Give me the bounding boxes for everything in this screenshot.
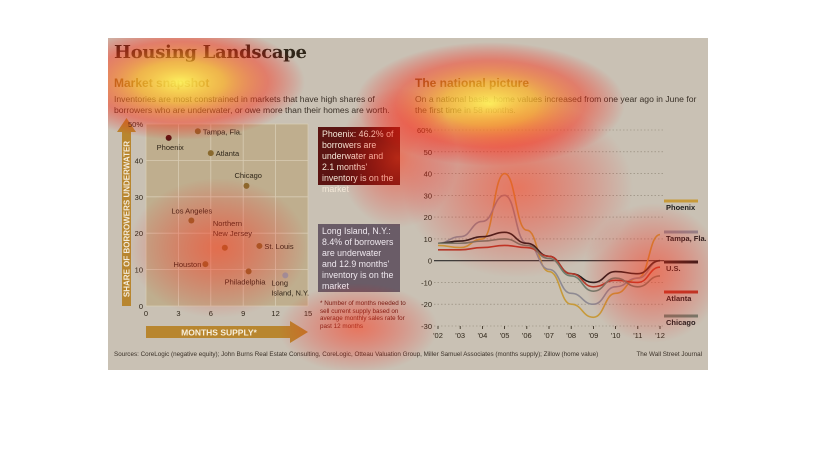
scatter-y-tick-label: 0 [139,302,143,311]
scatter-y-tick-label: 50% [128,120,143,129]
market-snapshot-subtitle: Market snapshot [114,76,210,90]
scatter-point-label-st-louis: St. Louis [264,242,293,251]
series-line-chicago [437,238,661,292]
scatter-point-label-atlanta: Atlanta [216,149,240,158]
legend-label-tampa-fla: Tampa, Fla. [666,234,706,243]
long-island-callout: Long Island, N.Y.: 8.4% of borrowers are… [318,224,400,292]
line-y-tick-label: 60% [417,126,432,135]
scatter-point-philadelphia [245,268,252,275]
scatter-point-chicago [243,182,250,189]
scatter-y-tick-label: 30 [135,193,143,202]
line-y-tick-label: 10 [424,235,432,244]
scatter-point-label-phoenix: Phoenix [157,143,184,152]
series-line-atlanta [438,244,661,288]
line-y-tick-label: -30 [421,322,432,331]
months-supply-footnote: * Number of months needed to sell curren… [320,300,406,330]
y-axis-label: SHARE OF BORROWERS UNDERWATER [123,141,132,297]
series-line-tampa-fla [437,194,661,306]
market-snapshot-scatter-chart: SHARE OF BORROWERS UNDERWATER MONTHS SUPP… [117,118,312,343]
national-picture-subtitle: The national picture [415,76,530,90]
line-x-tick-label: '04 [478,331,488,340]
scatter-point-los-angeles [188,217,195,224]
scatter-x-tick-label: 3 [176,309,180,318]
national-picture-line-chart: -30 -20 -10 0 10 20 30 40 50 60% '02 '03 '04 '05 '06 '0… [417,126,706,340]
line-x-tick-label: '06 [522,331,532,340]
line-y-tick-label: 40 [424,170,432,179]
line-x-tick-label: '07 [544,331,554,340]
line-x-tick-label: '10 [611,331,621,340]
series-line-u-s [437,231,661,284]
scatter-point-label-los-angeles: Los Angeles [171,206,212,215]
legend-label-chicago: Chicago [666,318,696,327]
legend-label-phoenix: Phoenix [666,203,696,212]
line-x-tick-label: '11 [633,331,642,340]
scatter-x-tick-label: 9 [241,309,245,318]
scatter-point-label-chicago: Chicago [234,171,262,180]
scatter-point-phoenix [165,134,172,141]
scatter-point-tampa-fla [194,128,201,135]
y-axis-arrow-shaft [122,130,131,306]
x-axis-label: MONTHS SUPPLY* [181,328,257,338]
line-x-tick-label: '09 [589,331,599,340]
x-axis-arrow-shaft [146,326,292,338]
scatter-point-label-houston: Houston [173,260,201,269]
infographic-title: Housing Landscape [114,42,307,63]
scatter-point-houston [202,261,209,268]
x-axis-arrow-head [290,321,308,343]
line-y-tick-label: 50 [424,148,432,157]
line-x-tick-label: '03 [455,331,465,340]
line-y-tick-label: 20 [424,213,432,222]
publisher-credit: The Wall Street Journal [636,351,702,358]
scatter-y-tick-label: 40 [135,156,143,165]
scatter-x-tick-label: 15 [304,309,312,318]
sources-note: Sources: CoreLogic (negative equity); Jo… [114,351,599,358]
scatter-point-northern-new-jersey [221,244,228,251]
infographic-card: Housing Landscape Market snapshot Invent… [108,38,708,370]
line-y-tick-label: 0 [428,257,432,266]
phoenix-callout: Phoenix: 46.2% of borrowers are underwat… [318,127,400,194]
market-snapshot-description: Inventories are most constrained in mark… [114,94,390,115]
scatter-x-tick-label: 12 [271,309,279,318]
scatter-y-tick-label: 10 [135,266,143,275]
scatter-y-tick-label: 20 [135,229,143,238]
legend-label-atlanta: Atlanta [666,294,692,303]
legend-label-u-s: U.S. [666,264,681,273]
line-x-tick-label: '05 [500,331,510,340]
line-y-tick-label: 30 [424,191,432,200]
line-x-tick-label: '02 [433,331,443,340]
scatter-point-label-tampa-fla: Tampa, Fla. [203,127,242,136]
scatter-point-st-louis [256,242,263,249]
scatter-x-tick-label: 0 [144,309,148,318]
scatter-point-atlanta [207,150,214,157]
line-x-tick-label: '12 [655,331,665,340]
scatter-x-tick-label: 6 [209,309,213,318]
national-picture-description: On a national basis, home values increas… [415,94,697,115]
line-y-tick-label: -20 [421,300,432,309]
scatter-point-label-philadelphia: Philadelphia [225,277,267,286]
line-x-tick-label: '08 [566,331,576,340]
line-y-tick-label: -10 [421,278,432,287]
